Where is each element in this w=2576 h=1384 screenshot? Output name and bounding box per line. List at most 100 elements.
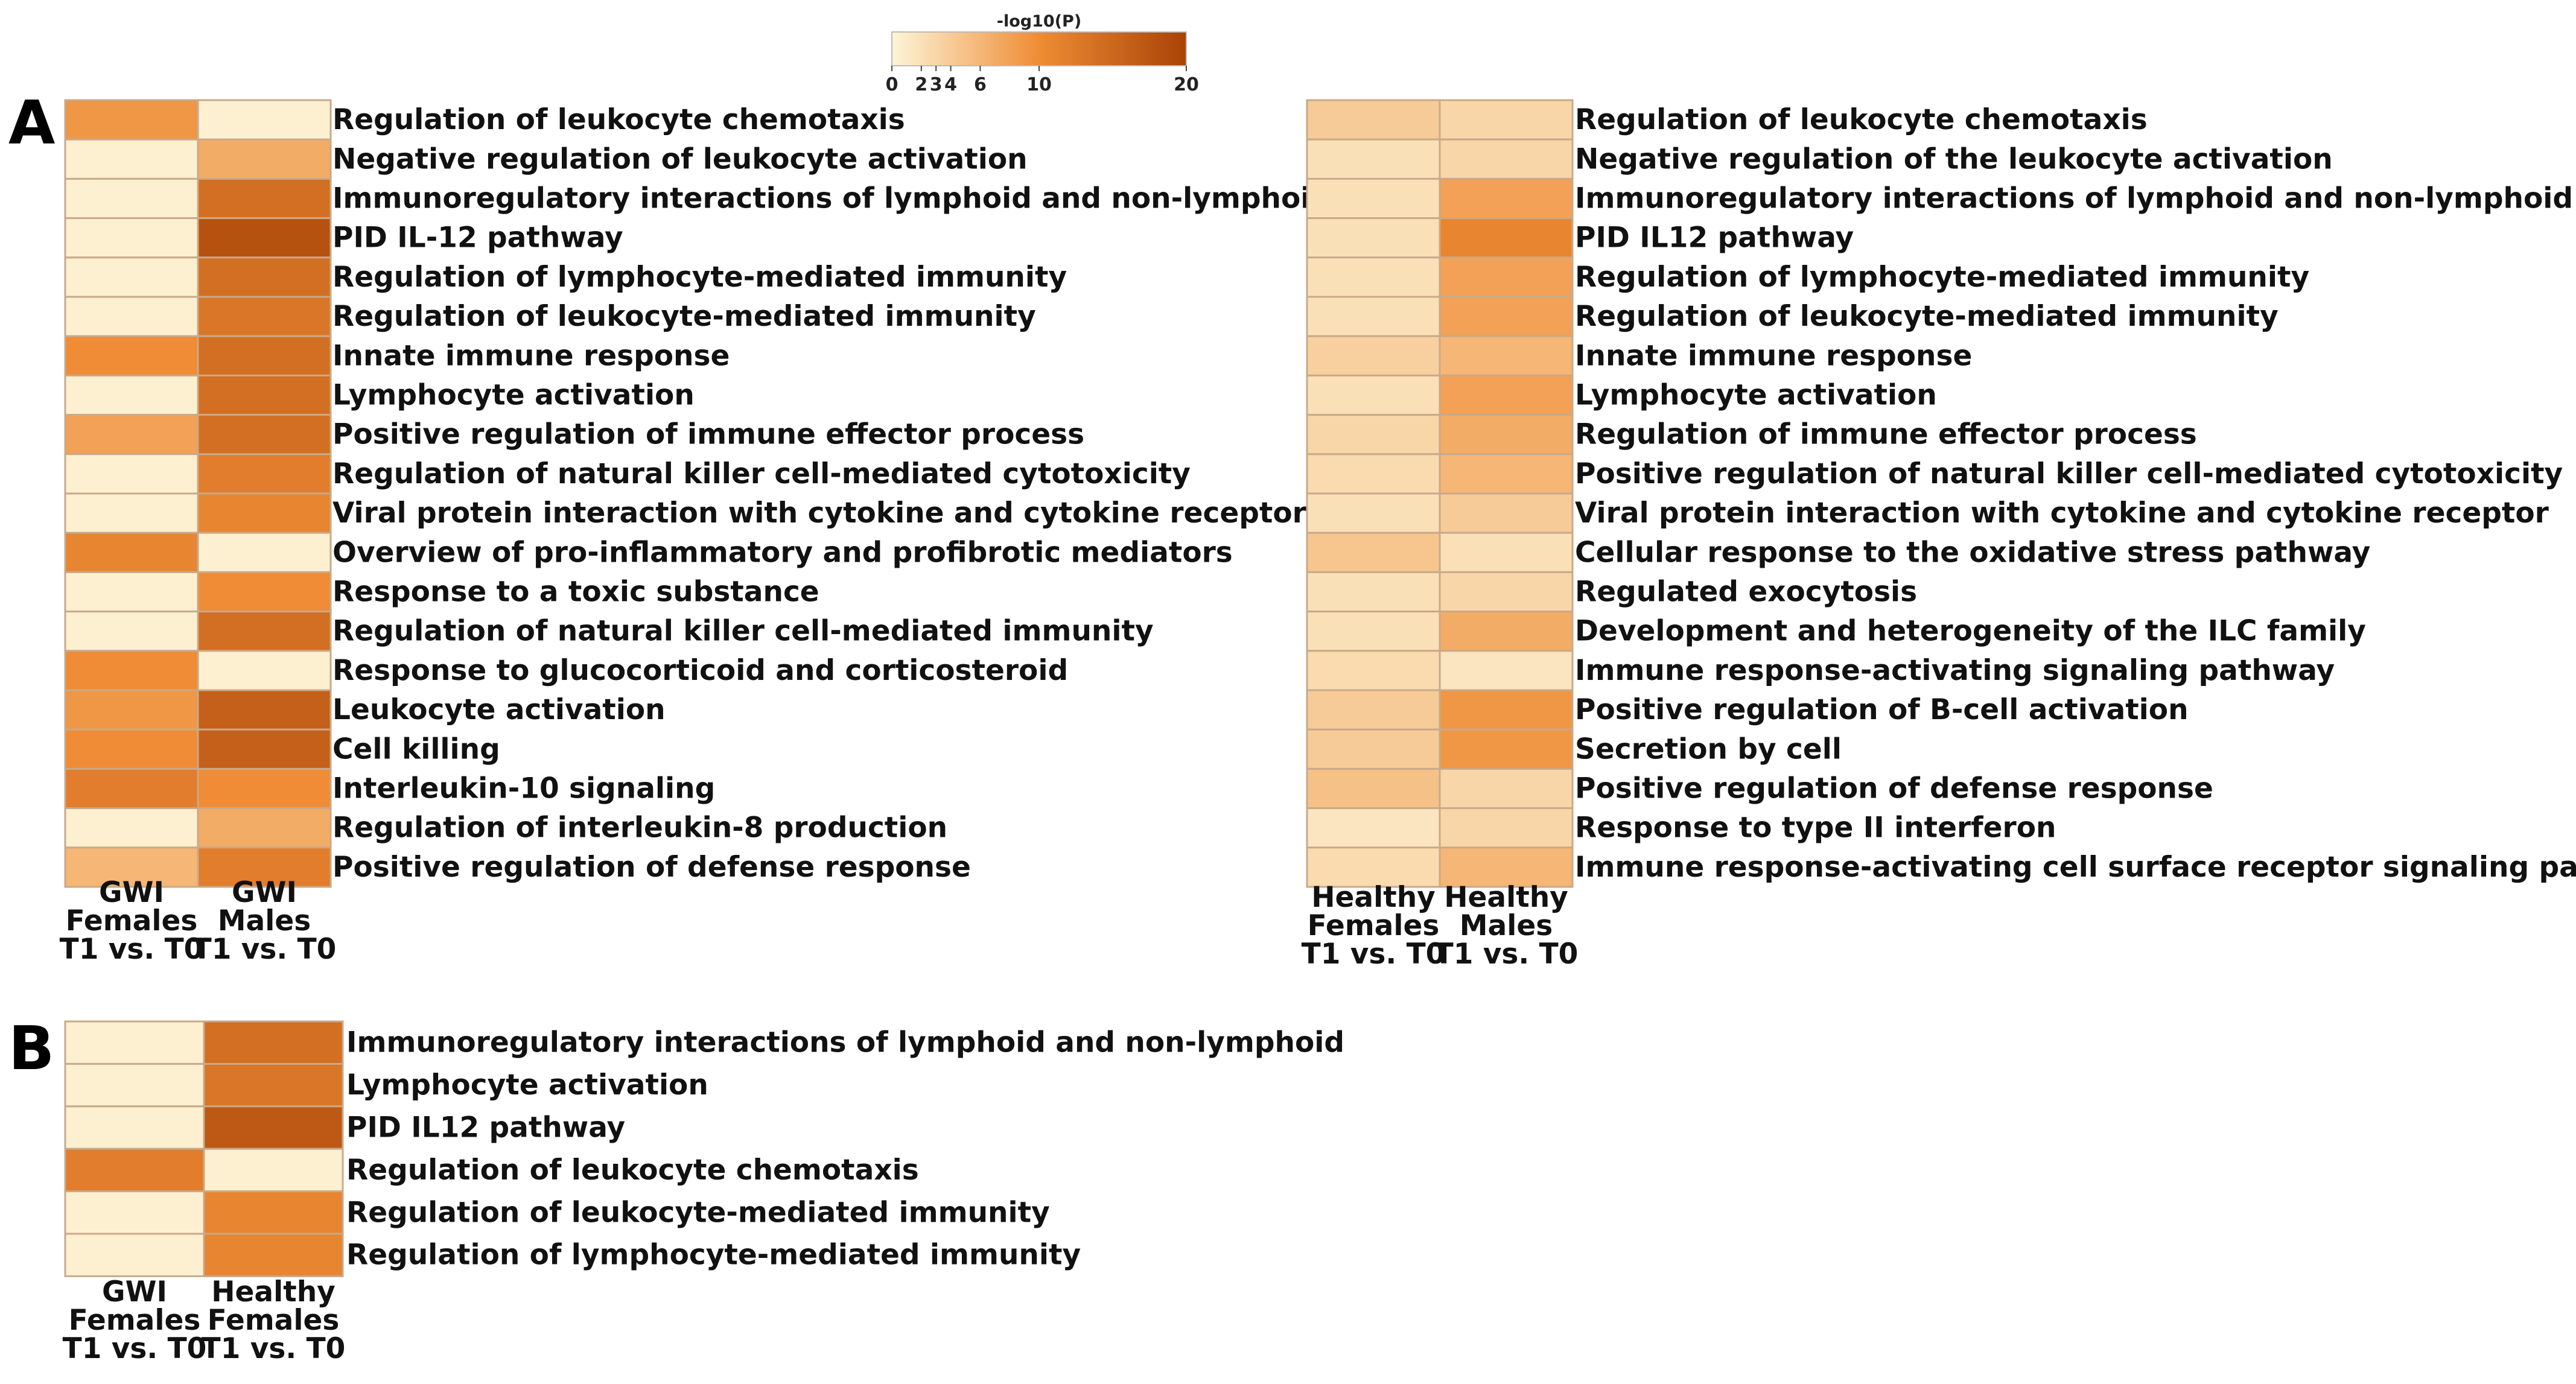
row-label: Response to type II interferon xyxy=(1575,811,2056,845)
heatmap-cell xyxy=(64,296,199,337)
row-label: Positive regulation of defense response xyxy=(332,851,971,884)
row-label: Cell killing xyxy=(332,732,500,766)
column-label: T1 vs. T0 xyxy=(202,1332,346,1365)
heatmap-cell xyxy=(1306,846,1441,888)
row-label: Regulation of natural killer cell-mediat… xyxy=(332,457,1191,490)
heatmap-cell xyxy=(64,1190,205,1235)
column-label: Females xyxy=(208,1304,340,1337)
row-label: Cellular response to the oxidative stres… xyxy=(1575,536,2370,569)
heatmap-cell xyxy=(197,335,332,376)
heatmap-cell xyxy=(64,846,199,888)
heatmap-cell xyxy=(1439,767,1574,810)
heatmap-cell xyxy=(1439,138,1574,180)
heatmap-cell xyxy=(64,689,199,731)
heatmap-cell xyxy=(203,1020,344,1065)
heatmap-cell xyxy=(1439,611,1574,652)
row-label: Regulation of natural killer cell-mediat… xyxy=(332,615,1154,648)
heatmap-cell xyxy=(197,611,332,652)
heatmap-cell xyxy=(64,138,199,180)
row-label: Positive regulation of immune effector p… xyxy=(332,418,1084,451)
color-scale: -log10(P) 0 2 3 4 6 10 20 xyxy=(886,12,1199,95)
color-scale-tick-label: 0 xyxy=(886,74,898,95)
heatmap-cell xyxy=(197,571,332,613)
heatmap-cell xyxy=(1306,492,1441,534)
row-label: Leukocyte activation xyxy=(332,693,666,726)
heatmap-cell xyxy=(64,374,199,416)
heatmap-cell xyxy=(64,177,199,220)
heatmap-cell xyxy=(64,807,199,849)
heatmap-cell xyxy=(64,1105,205,1150)
heatmap-cell xyxy=(1439,492,1574,534)
row-label: Negative regulation of the leukocyte act… xyxy=(1575,142,2333,176)
heatmap-cell xyxy=(197,689,332,731)
heatmap-cell xyxy=(1439,453,1574,495)
row-label: Regulation of interleukin-8 production xyxy=(332,811,947,845)
column-label: Males xyxy=(218,904,311,938)
heatmap-cell xyxy=(64,414,199,456)
heatmap-cell xyxy=(1439,99,1574,141)
heatmap-cell xyxy=(1306,335,1441,376)
heatmap-cell xyxy=(1439,650,1574,691)
heatmap-cell xyxy=(64,335,199,376)
heatmap-cell xyxy=(197,846,332,888)
heatmap-cell xyxy=(197,138,332,180)
row-label: Response to a toxic substance xyxy=(332,576,819,609)
heatmap-cell xyxy=(197,532,332,573)
heatmap-cell xyxy=(197,414,332,456)
heatmap-cell xyxy=(1439,177,1574,220)
heatmap-cell xyxy=(197,217,332,259)
heatmap-cell xyxy=(1439,335,1574,376)
column-label: T1 vs. T0 xyxy=(1302,938,1446,971)
heatmap-cell xyxy=(64,256,199,298)
heatmap-cell xyxy=(1306,374,1441,416)
row-label: Immune response-activating cell surface … xyxy=(1575,851,2576,884)
heatmap-cell xyxy=(1306,99,1441,141)
column-label: T1 vs. T0 xyxy=(1434,938,1579,971)
heatmap-cell xyxy=(1306,296,1441,337)
row-label: Regulation of leukocyte-mediated immunit… xyxy=(346,1196,1050,1229)
row-label: Regulation of leukocyte-mediated immunit… xyxy=(332,300,1036,333)
color-scale-bar xyxy=(891,31,1187,66)
row-label: Development and heterogeneity of the ILC… xyxy=(1575,615,2366,648)
heatmap-cell xyxy=(1306,256,1441,298)
heatmap-cell xyxy=(1439,571,1574,613)
row-label: Negative regulation of leukocyte activat… xyxy=(332,142,1028,176)
row-label: Regulation of leukocyte chemotaxis xyxy=(346,1154,919,1187)
heatmap-cell xyxy=(1439,296,1574,337)
color-scale-tick-label: 10 xyxy=(1026,74,1052,95)
row-label: PID IL12 pathway xyxy=(1575,221,1854,255)
heatmap-cell xyxy=(64,1020,205,1065)
row-label: Positive regulation of B-cell activation xyxy=(1575,693,2189,726)
row-label: Positive regulation of defense response xyxy=(1575,772,2213,805)
color-scale-ticks: 0 2 3 4 6 10 20 xyxy=(886,66,1199,95)
column-label: T1 vs. T0 xyxy=(192,933,337,966)
heatmap-cell xyxy=(1439,256,1574,298)
heatmap-cell xyxy=(203,1148,344,1193)
heatmap-cell xyxy=(1439,532,1574,573)
heatmap-cell xyxy=(64,453,199,495)
row-label: Innate immune response xyxy=(332,339,730,372)
heatmap-cell xyxy=(1306,414,1441,456)
row-label: Overview of pro-inflammatory and profibr… xyxy=(332,536,1233,569)
row-label: Interleukin-10 signaling xyxy=(332,772,715,805)
heatmap-cell xyxy=(64,532,199,573)
row-label: Lymphocyte activation xyxy=(332,379,695,412)
column-label: Females xyxy=(66,904,198,938)
heatmap-cell xyxy=(203,1190,344,1235)
heatmap-cell xyxy=(64,728,199,770)
row-label: Lymphocyte activation xyxy=(1575,379,1937,412)
heatmap-cell xyxy=(64,1062,205,1108)
color-scale-tick-label: 3 xyxy=(930,74,943,95)
heatmap-cell xyxy=(197,256,332,298)
row-label: Viral protein interaction with cytokine … xyxy=(332,497,1307,530)
color-scale-tick-label: 2 xyxy=(915,74,927,95)
heatmap-cell xyxy=(1306,571,1441,613)
column-label: Healthy xyxy=(1444,881,1568,914)
heatmap-cell xyxy=(197,650,332,691)
row-label: Regulation of leukocyte-mediated immunit… xyxy=(1575,300,2279,333)
heatmap-cell xyxy=(1439,217,1574,259)
heatmap-cell xyxy=(1306,138,1441,180)
heatmap-b-females: Immunoregulatory interactions of lymphoi… xyxy=(63,1020,1344,1365)
column-label: Healthy xyxy=(1311,881,1436,914)
row-label: Regulation of lymphocyte-mediated immuni… xyxy=(1575,261,2309,294)
